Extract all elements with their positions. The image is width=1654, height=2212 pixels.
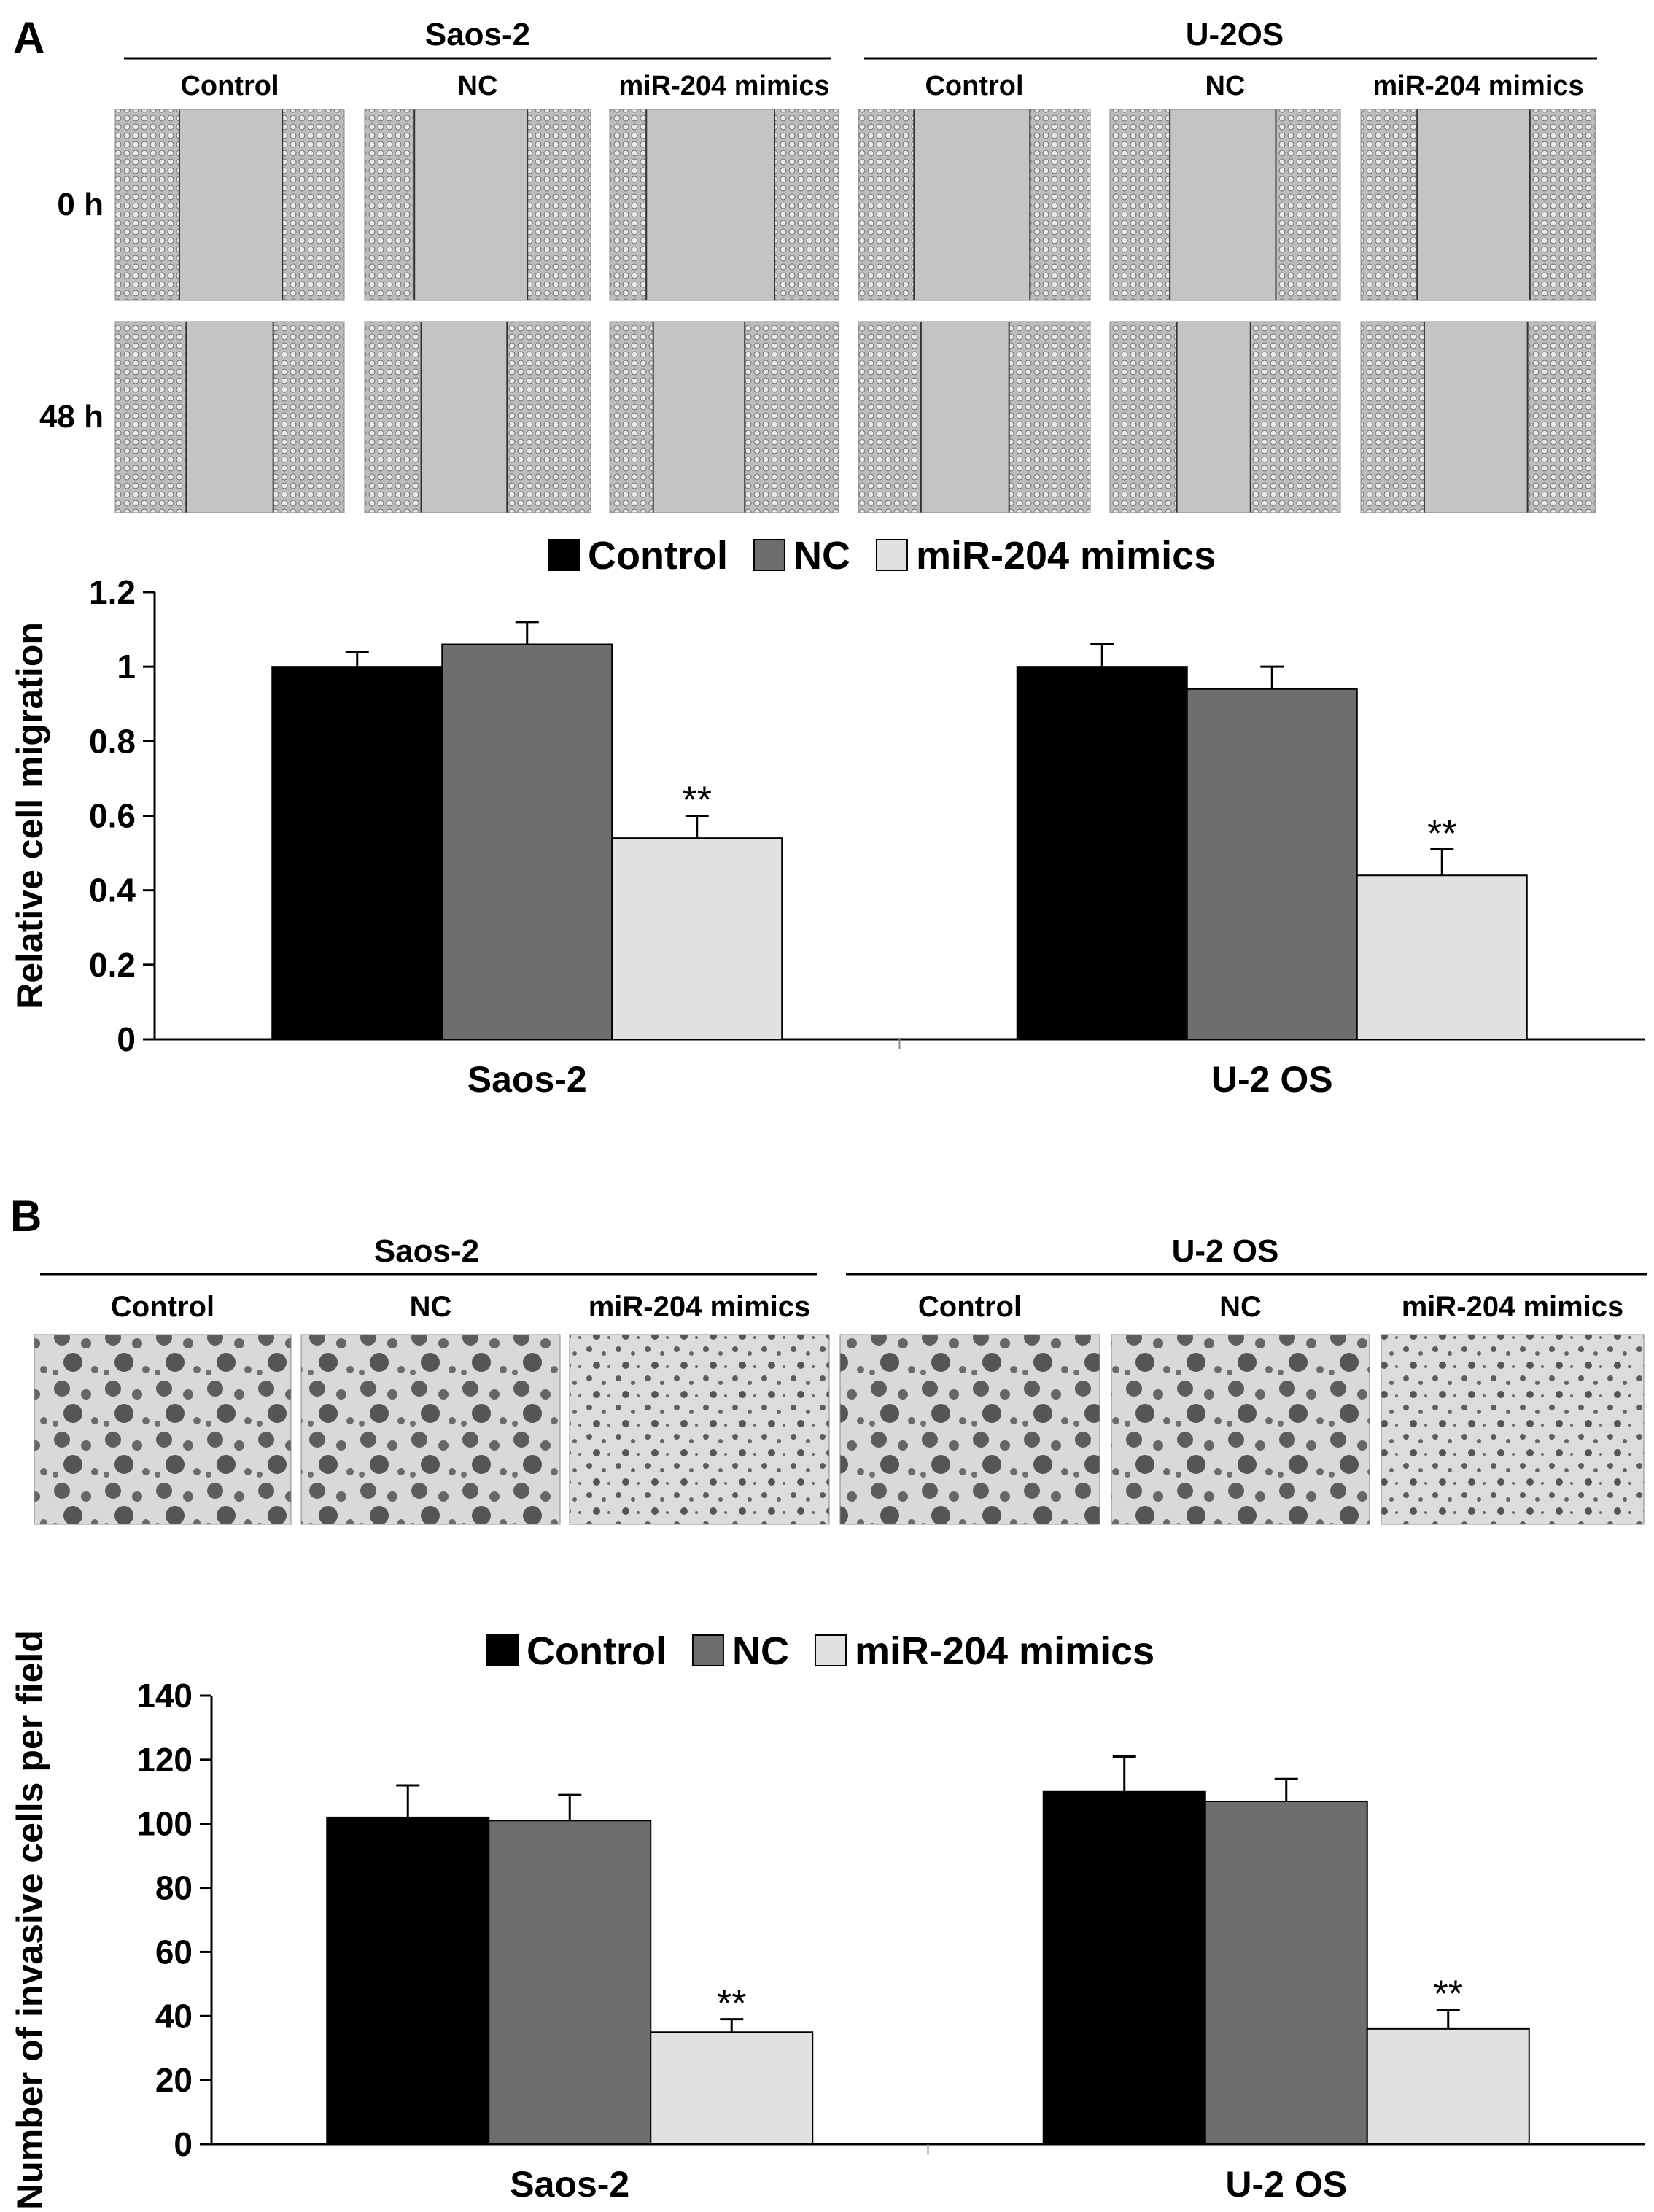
chart2-category-label-u-2-os: U-2 OS bbox=[1225, 2164, 1347, 2205]
chart2-ytick-label-1: 20 bbox=[155, 2061, 193, 2099]
chart2-ytick-label-2: 40 bbox=[155, 1997, 193, 2035]
invasion-image-u-2-os-control bbox=[839, 1334, 1100, 1525]
wound-image-u-2os-control-48-h bbox=[858, 321, 1091, 513]
panel-a-row-label-0-h: 0 h bbox=[57, 187, 104, 222]
invasion-image-saos-2-nc bbox=[300, 1334, 561, 1525]
chart1-significance-0: ** bbox=[683, 780, 712, 822]
chart1-category-label-u-2-os: U-2 OS bbox=[1211, 1059, 1333, 1100]
panel-b-condition-label-u-2-os-control: Control bbox=[918, 1291, 1022, 1323]
panel-a-condition-label-u-2os-control: Control bbox=[925, 71, 1023, 101]
chart1-y-axis-label: Relative cell migration bbox=[9, 622, 50, 1009]
wound-image-saos-2-nc-48-h bbox=[364, 321, 591, 513]
chart1-ytick-label-0: 0 bbox=[117, 1020, 136, 1058]
chart2-ytick-label-6: 120 bbox=[136, 1741, 193, 1779]
chart1-bar-u-2-os-mir-204-mimics bbox=[1356, 874, 1528, 1040]
panel-b-condition-label-saos-2-mir-204-mimics: miR-204 mimics bbox=[589, 1291, 811, 1323]
invasion-image-saos-2-mir-204-mimics bbox=[569, 1334, 830, 1525]
chart2-legend-swatch-control bbox=[486, 1634, 519, 1666]
chart1-bar-saos-2-mir-204-mimics bbox=[611, 837, 783, 1041]
chart2-legend: Control NC miR-204 mimics bbox=[486, 1629, 1154, 1673]
panel-b-group-saos2: Saos-2 bbox=[374, 1233, 479, 1269]
chart1-ytick-label-5: 1 bbox=[117, 648, 136, 686]
panel-a-wound-healing-images bbox=[114, 109, 1596, 513]
invasion-image-saos-2-control bbox=[34, 1334, 292, 1525]
wound-image-u-2os-nc-48-h bbox=[1109, 321, 1341, 513]
chart1-category-label-saos-2: Saos-2 bbox=[467, 1059, 587, 1100]
chart-migration: 0 0.2 0.4 0.6 0.8 1 1.2 Saos-2 U-2 OS ** ** Control… bbox=[9, 534, 1645, 1100]
chart1-ytick-label-3: 0.6 bbox=[89, 797, 136, 835]
chart1-legend: Control NC miR-204 mimics bbox=[548, 534, 1216, 578]
wound-image-saos-2-mir-204-mimics-0-h bbox=[609, 109, 839, 301]
chart2-significance-0: ** bbox=[717, 1983, 746, 2025]
chart2-legend-label-control: Control bbox=[527, 1629, 667, 1673]
panel-a-condition-label-saos-2-control: Control bbox=[180, 71, 279, 101]
chart2-ytick-label-4: 80 bbox=[155, 1869, 193, 1907]
chart2-ytick-label-7: 140 bbox=[136, 1677, 193, 1715]
chart2-legend-swatch-mir-204-mimics bbox=[814, 1634, 847, 1666]
wound-image-saos-2-mir-204-mimics-48-h bbox=[609, 321, 839, 513]
chart2-y-axis-label: Number of invasive cells per field bbox=[9, 1630, 50, 2210]
chart2-significance-1: ** bbox=[1434, 1974, 1463, 2016]
panel-b-invasion-images bbox=[34, 1334, 1645, 1525]
chart1-ytick-label-4: 0.8 bbox=[89, 722, 136, 760]
wound-image-saos-2-control-0-h bbox=[114, 109, 345, 301]
panel-a-row-labels: 0 h 48 h bbox=[39, 187, 104, 435]
panel-b-condition-label-u-2-os-nc: NC bbox=[1219, 1291, 1262, 1323]
panel-b-condition-label-u-2-os-mir-204-mimics: miR-204 mimics bbox=[1402, 1291, 1624, 1323]
wound-image-saos-2-control-48-h bbox=[114, 321, 345, 513]
panel-b-group-u2os: U-2 OS bbox=[1172, 1233, 1279, 1269]
panel-b-letter: B bbox=[10, 1192, 42, 1241]
chart2-bar-saos-2-nc bbox=[488, 1820, 652, 2146]
chart1-legend-swatch-nc bbox=[753, 539, 785, 571]
chart1-ytick-label-2: 0.4 bbox=[89, 872, 136, 909]
panel-a-condition-labels: Control NC miR-204 mimics Control NC miR-204 … bbox=[180, 71, 1583, 101]
chart2-category-label-saos-2: Saos-2 bbox=[510, 2164, 629, 2205]
chart2-bar-u-2-os-control bbox=[1042, 1790, 1206, 2145]
panel-a-group-u2os: U-2OS bbox=[1186, 17, 1284, 53]
chart-invasion: 0 20 40 60 80 100 120 140 Saos-2 U-2 OS ** ** Contro… bbox=[9, 1629, 1645, 2210]
chart1-ytick-label-6: 1.2 bbox=[89, 573, 136, 611]
chart2-bar-saos-2-mir-204-mimics bbox=[650, 2031, 814, 2145]
chart2-ytick-label-3: 60 bbox=[155, 1933, 193, 1971]
chart2-bar-saos-2-control bbox=[326, 1816, 490, 2145]
panel-a-condition-label-u-2os-mir-204-mimics: miR-204 mimics bbox=[1372, 71, 1583, 101]
panel-a-group-saos2: Saos-2 bbox=[425, 17, 530, 53]
chart1-legend-swatch-mir-204-mimics bbox=[875, 539, 908, 571]
chart1-bar-u-2-os-control bbox=[1016, 666, 1188, 1041]
panel-a-condition-label-saos-2-mir-204-mimics: miR-204 mimics bbox=[618, 71, 829, 101]
chart1-legend-swatch-control bbox=[548, 539, 580, 571]
chart1-legend-label-nc: NC bbox=[793, 534, 850, 578]
wound-image-u-2os-control-0-h bbox=[858, 109, 1091, 301]
chart2-legend-label-nc: NC bbox=[732, 1629, 789, 1673]
panel-a-letter: A bbox=[13, 13, 44, 62]
panel-b-condition-label-saos-2-control: Control bbox=[111, 1291, 214, 1323]
chart2-bar-u-2-os-mir-204-mimics bbox=[1366, 2027, 1530, 2146]
chart1-ytick-label-1: 0.2 bbox=[89, 946, 136, 984]
chart1-significance-1: ** bbox=[1427, 812, 1456, 855]
chart2-legend-label-mir-204-mimics: miR-204 mimics bbox=[855, 1629, 1154, 1673]
chart2-ytick-label-5: 100 bbox=[136, 1805, 193, 1843]
wound-image-u-2os-mir-204-mimics-0-h bbox=[1360, 109, 1596, 301]
panel-b-condition-labels: Control NC miR-204 mimics Control NC miR-204 … bbox=[111, 1291, 1623, 1323]
chart2-ytick-label-0: 0 bbox=[174, 2125, 193, 2163]
chart1-bar-u-2-os-nc bbox=[1186, 688, 1358, 1040]
chart2-bar-u-2-os-nc bbox=[1204, 1800, 1368, 2146]
chart1-legend-label-control: Control bbox=[588, 534, 728, 578]
chart1-legend-label-mir-204-mimics: miR-204 mimics bbox=[916, 534, 1216, 578]
panel-a-condition-label-u-2os-nc: NC bbox=[1205, 71, 1246, 101]
wound-image-u-2os-nc-0-h bbox=[1109, 109, 1341, 301]
chart2-legend-swatch-nc bbox=[691, 1634, 724, 1666]
invasion-image-u-2-os-nc bbox=[1111, 1334, 1370, 1525]
panel-b-condition-label-saos-2-nc: NC bbox=[410, 1291, 452, 1323]
panel-a-row-label-48-h: 48 h bbox=[39, 399, 104, 435]
invasion-image-u-2-os-mir-204-mimics bbox=[1381, 1334, 1645, 1525]
wound-image-saos-2-nc-0-h bbox=[364, 109, 591, 301]
panel-a-condition-label-saos-2-nc: NC bbox=[458, 71, 498, 101]
chart1-bar-saos-2-nc bbox=[441, 643, 613, 1040]
chart1-bar-saos-2-control bbox=[271, 666, 443, 1041]
wound-image-u-2os-mir-204-mimics-48-h bbox=[1360, 321, 1596, 513]
